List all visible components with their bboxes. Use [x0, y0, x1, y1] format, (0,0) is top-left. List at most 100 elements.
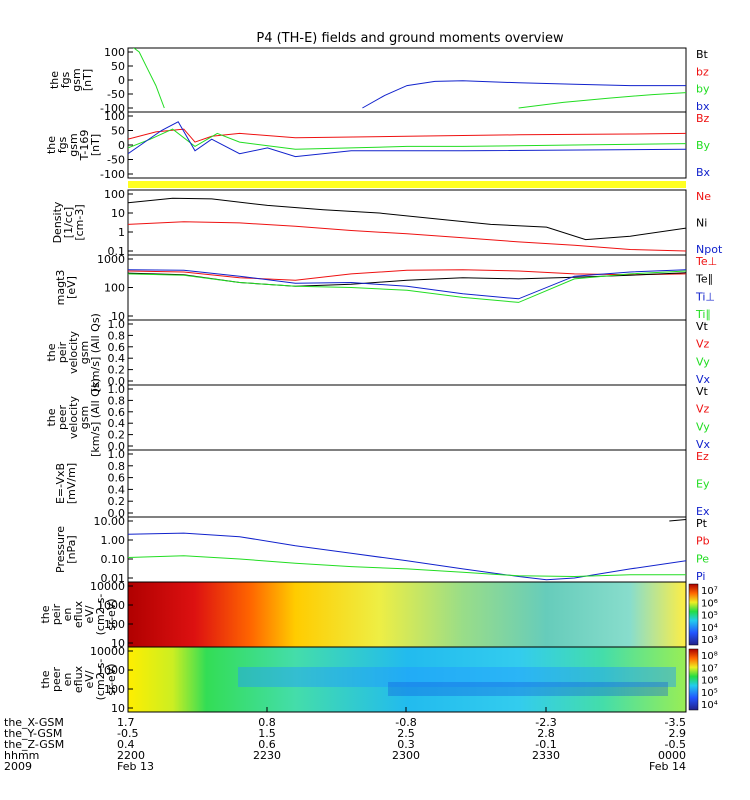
y-tick-label: -50	[107, 154, 125, 167]
y-tick-label: 0.2	[108, 495, 126, 508]
y-tick-label: 1000	[97, 664, 125, 677]
y-tick-label: 10	[111, 702, 125, 715]
x-axis-value: -2.3	[535, 716, 556, 729]
series-line-Ni	[128, 197, 686, 241]
y-axis-label: gsm	[78, 341, 91, 364]
legend-label: Pi	[696, 570, 705, 583]
y-axis-label: [1/cc]	[62, 207, 75, 238]
quality-flag-bar	[128, 181, 686, 188]
y-axis-label: [mV/m]	[65, 463, 78, 504]
legend-label: Vt	[696, 320, 709, 333]
colorbar	[688, 583, 699, 646]
x-axis-row-label: the_Z-GSM	[4, 738, 64, 751]
y-axis-label: [eV]	[65, 276, 78, 299]
legend-label: Te⊥	[695, 255, 717, 268]
x-axis-value: -0.5	[117, 727, 138, 740]
x-axis-value: -3.5	[665, 716, 686, 729]
y-axis-label: magt3	[54, 270, 67, 306]
y-tick-label: 0.1	[108, 245, 126, 258]
y-tick-label: 0	[118, 139, 125, 152]
series-line-Ti⊥	[128, 269, 686, 300]
legend-label: Ni	[696, 217, 707, 230]
y-tick-label: 0.6	[108, 472, 126, 485]
legend-label: Pe	[696, 552, 709, 565]
y-tick-label: 1	[118, 226, 125, 239]
y-tick-label: 0.4	[108, 417, 126, 430]
y-axis-label: fgs	[59, 71, 72, 88]
colorbar-tick-label: 10⁸	[701, 651, 718, 662]
colorbar-tick-label: 10⁴	[701, 623, 718, 634]
y-tick-label: 10.00	[94, 515, 126, 528]
legend-label: Npot	[696, 243, 723, 256]
y-axis-label: (cm2-s-	[94, 594, 107, 636]
legend-label: Vx	[696, 438, 711, 451]
panel-frame	[127, 47, 687, 113]
x-axis-value: 2230	[253, 749, 281, 762]
y-axis-label: the	[45, 408, 58, 426]
x-axis-value: 2300	[392, 749, 420, 762]
y-tick-label: 100	[104, 46, 125, 59]
y-axis-label: en	[61, 673, 74, 687]
x-axis-value: 2.9	[669, 727, 687, 740]
y-tick-label: 0.8	[108, 329, 126, 342]
legend-label: Vt	[696, 385, 709, 398]
y-tick-label: 10	[111, 637, 125, 650]
y-tick-label: 10	[111, 207, 125, 220]
x-axis-value: -0.1	[535, 738, 556, 751]
y-tick-label: 0.01	[101, 572, 126, 585]
y-tick-label: 50	[111, 60, 125, 73]
y-axis-label: [km/s] (All Qs)	[89, 378, 102, 457]
x-axis-value: 2330	[532, 749, 560, 762]
colorbar-tick-label: 10⁶	[701, 676, 718, 687]
x-axis-value: 0000	[658, 749, 686, 762]
x-axis-value: 1.5	[258, 727, 276, 740]
series-line-by	[133, 48, 165, 109]
legend-label: Vy	[696, 355, 710, 368]
y-tick-label: 0.0	[108, 375, 126, 388]
legend-label: Vx	[696, 373, 711, 386]
y-tick-label: 0.8	[108, 460, 126, 473]
y-tick-label: 0.6	[108, 341, 126, 354]
y-axis-label: [km/s] (All Qs)	[89, 313, 102, 392]
heatmap-band	[238, 667, 676, 687]
colorbar-tick-label: 10³	[701, 635, 718, 646]
y-axis-label: [nT]	[81, 69, 94, 91]
legend-label: Ey	[696, 478, 710, 491]
y-axis-label: [nPa]	[65, 535, 78, 563]
heatmap-image	[128, 582, 686, 647]
y-axis-label: gsm	[67, 133, 80, 156]
y-axis-label: velocity	[67, 331, 80, 374]
x-axis-row-label: 2009	[4, 760, 32, 773]
x-axis-value: 2.5	[397, 727, 415, 740]
panel-frame	[127, 646, 687, 713]
legend-label: Ez	[696, 450, 709, 463]
series-line-By	[128, 128, 686, 150]
legend-label: Bt	[696, 48, 709, 61]
y-tick-label: 1000	[97, 599, 125, 612]
y-axis-label: the	[48, 71, 61, 89]
legend-label: Ti⊥	[695, 290, 715, 303]
y-tick-label: 100	[104, 188, 125, 201]
y-axis-label: eV/	[83, 605, 96, 623]
series-line-Ti∥	[128, 270, 686, 303]
legend-label: Ne	[696, 190, 711, 203]
y-axis-label: [cm-3]	[73, 204, 86, 240]
y-tick-label: 1.0	[108, 383, 126, 396]
panel-ion_velocity: 1.00.80.60.40.20.0 thepeirvelocitygsm[km/…	[45, 313, 711, 392]
legend-label: Vz	[696, 338, 710, 351]
x-axis-value: 0.8	[258, 716, 276, 729]
y-tick-label: 0	[118, 74, 125, 87]
x-axis-value: 2200	[117, 749, 145, 762]
x-axis-labels: the_X-GSMthe_Y-GSMthe_Z-GSMhhmm20091.7-0…	[4, 707, 687, 773]
series-line-Bx	[128, 121, 686, 158]
panel-frame	[127, 449, 687, 518]
y-tick-label: 1.0	[108, 448, 126, 461]
y-tick-label: 0.4	[108, 483, 126, 496]
y-axis-label: eflux	[72, 665, 85, 693]
series-line-Pi	[128, 532, 686, 581]
panel-temperature: 1000 100 10 magt3[eV] Te⊥ Te∥ Ti⊥ Ti∥	[54, 253, 717, 323]
